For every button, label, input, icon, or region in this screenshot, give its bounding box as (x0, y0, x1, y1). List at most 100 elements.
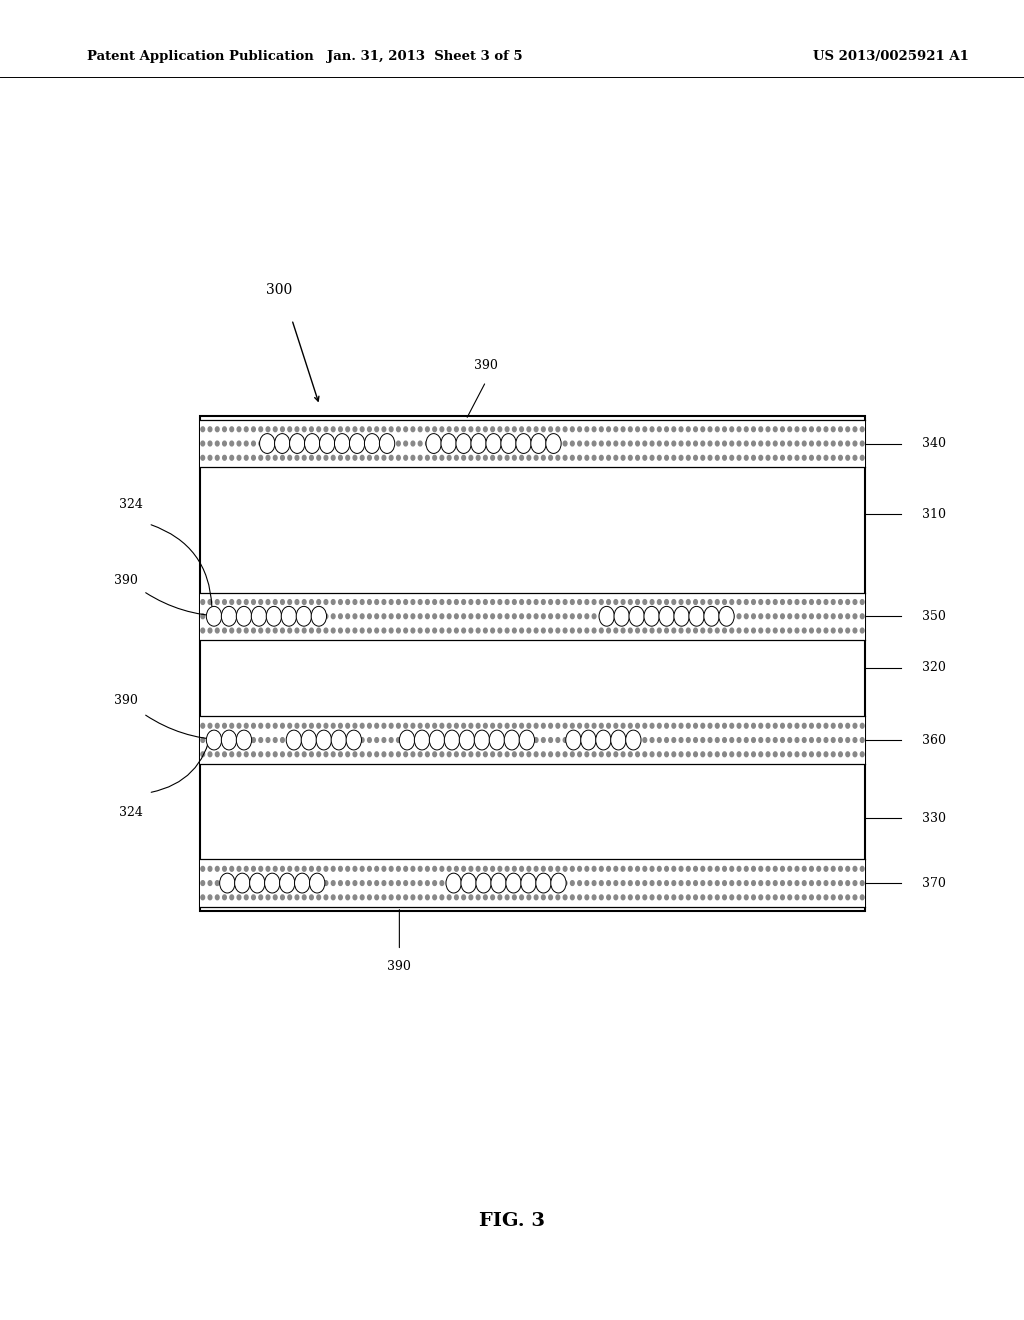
Circle shape (787, 880, 792, 886)
Circle shape (674, 606, 689, 626)
Circle shape (273, 441, 278, 446)
Circle shape (716, 738, 719, 742)
Circle shape (332, 723, 335, 729)
Circle shape (657, 752, 662, 756)
Circle shape (201, 455, 205, 461)
Circle shape (252, 614, 255, 619)
Circle shape (803, 738, 806, 742)
Circle shape (730, 599, 733, 605)
Circle shape (403, 895, 408, 900)
Circle shape (520, 723, 523, 729)
Circle shape (542, 866, 545, 871)
Circle shape (679, 738, 683, 742)
Circle shape (339, 880, 342, 886)
Circle shape (483, 614, 487, 619)
Circle shape (730, 752, 733, 756)
Circle shape (288, 441, 292, 446)
Circle shape (549, 455, 552, 461)
Circle shape (766, 895, 770, 900)
Circle shape (288, 628, 292, 632)
Circle shape (447, 752, 451, 756)
Circle shape (542, 599, 545, 605)
Circle shape (535, 895, 538, 900)
Circle shape (549, 866, 552, 871)
Circle shape (614, 723, 617, 729)
Circle shape (237, 730, 252, 750)
Circle shape (599, 628, 603, 632)
Circle shape (505, 752, 509, 756)
Circle shape (304, 433, 319, 454)
Circle shape (288, 738, 292, 742)
Circle shape (614, 441, 617, 446)
Circle shape (679, 752, 683, 756)
Circle shape (723, 738, 726, 742)
Circle shape (686, 614, 690, 619)
Circle shape (476, 738, 480, 742)
Circle shape (505, 723, 509, 729)
Circle shape (737, 441, 740, 446)
Circle shape (396, 752, 400, 756)
Circle shape (208, 880, 212, 886)
Circle shape (665, 895, 669, 900)
Circle shape (339, 455, 342, 461)
Circle shape (773, 455, 777, 461)
Circle shape (462, 866, 466, 871)
Circle shape (535, 426, 538, 432)
Circle shape (513, 455, 516, 461)
Circle shape (780, 426, 784, 432)
Circle shape (796, 752, 799, 756)
Circle shape (693, 614, 697, 619)
Circle shape (353, 866, 356, 871)
Circle shape (622, 752, 625, 756)
Circle shape (469, 723, 473, 729)
Circle shape (222, 752, 226, 756)
Circle shape (570, 866, 574, 871)
Circle shape (259, 441, 262, 446)
Circle shape (556, 866, 560, 871)
Circle shape (426, 599, 429, 605)
Circle shape (505, 614, 509, 619)
Circle shape (498, 628, 502, 632)
Circle shape (787, 866, 792, 871)
Circle shape (780, 441, 784, 446)
Circle shape (570, 614, 574, 619)
Circle shape (426, 441, 429, 446)
Circle shape (389, 866, 393, 871)
Circle shape (309, 426, 313, 432)
Circle shape (780, 614, 784, 619)
Circle shape (252, 723, 255, 729)
Circle shape (483, 752, 487, 756)
Circle shape (238, 455, 241, 461)
Circle shape (419, 866, 422, 871)
Circle shape (325, 614, 328, 619)
Circle shape (353, 426, 356, 432)
Circle shape (592, 866, 596, 871)
Circle shape (302, 426, 306, 432)
Circle shape (462, 614, 466, 619)
Circle shape (570, 723, 574, 729)
Circle shape (592, 426, 596, 432)
Circle shape (288, 880, 292, 886)
Circle shape (679, 599, 683, 605)
Circle shape (730, 880, 733, 886)
Circle shape (520, 441, 523, 446)
Circle shape (281, 455, 285, 461)
Circle shape (723, 866, 726, 871)
Circle shape (527, 723, 530, 729)
Circle shape (535, 738, 538, 742)
Circle shape (447, 628, 451, 632)
Circle shape (817, 441, 820, 446)
Circle shape (737, 738, 740, 742)
Circle shape (368, 614, 372, 619)
Circle shape (230, 895, 233, 900)
Circle shape (831, 738, 835, 742)
Circle shape (701, 752, 705, 756)
Circle shape (686, 723, 690, 729)
Circle shape (787, 752, 792, 756)
Circle shape (440, 628, 443, 632)
Circle shape (302, 614, 306, 619)
Circle shape (280, 874, 295, 892)
Circle shape (490, 614, 495, 619)
Circle shape (643, 614, 646, 619)
Circle shape (426, 738, 429, 742)
